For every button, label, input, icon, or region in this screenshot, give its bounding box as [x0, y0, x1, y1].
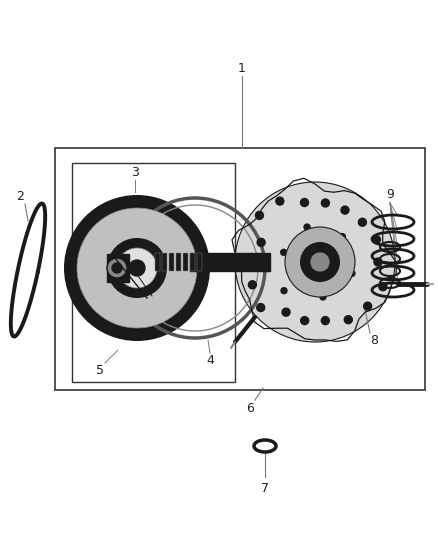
Text: 1: 1: [238, 61, 246, 75]
Bar: [190, 253, 270, 271]
Circle shape: [344, 316, 352, 324]
Text: 3: 3: [131, 166, 139, 180]
Text: 2: 2: [16, 190, 24, 203]
Bar: [72, 163, 235, 382]
Text: 8: 8: [370, 334, 378, 346]
Circle shape: [107, 238, 167, 298]
Bar: [107, 254, 129, 282]
Circle shape: [282, 308, 290, 316]
Circle shape: [320, 294, 326, 300]
Circle shape: [300, 242, 340, 282]
Circle shape: [300, 317, 309, 325]
Circle shape: [257, 304, 265, 312]
Circle shape: [64, 195, 210, 341]
Bar: [190, 253, 195, 271]
Bar: [155, 253, 160, 271]
Circle shape: [372, 236, 381, 244]
Bar: [183, 253, 188, 271]
Circle shape: [129, 260, 145, 276]
Circle shape: [257, 238, 265, 246]
Circle shape: [310, 252, 330, 272]
Circle shape: [255, 212, 263, 220]
Text: 5: 5: [96, 364, 104, 376]
Circle shape: [285, 227, 355, 297]
Circle shape: [117, 248, 157, 288]
Circle shape: [281, 288, 287, 294]
Text: 7: 7: [261, 481, 269, 495]
Bar: [176, 253, 181, 271]
Circle shape: [77, 208, 197, 328]
Bar: [197, 253, 202, 271]
Circle shape: [349, 270, 355, 277]
Circle shape: [112, 263, 122, 273]
Circle shape: [304, 224, 310, 230]
Circle shape: [358, 218, 367, 226]
Circle shape: [339, 233, 346, 240]
Circle shape: [248, 281, 256, 289]
Bar: [169, 253, 174, 271]
Circle shape: [281, 249, 287, 255]
Circle shape: [235, 182, 395, 342]
Circle shape: [300, 198, 308, 206]
Text: 9: 9: [386, 189, 394, 201]
Circle shape: [276, 197, 284, 205]
Circle shape: [341, 206, 349, 214]
Circle shape: [374, 258, 382, 266]
Circle shape: [321, 199, 329, 207]
Circle shape: [107, 258, 127, 278]
Text: 4: 4: [206, 353, 214, 367]
Text: 6: 6: [246, 401, 254, 415]
Bar: [55, 148, 425, 390]
Circle shape: [364, 302, 371, 310]
Circle shape: [321, 317, 329, 325]
Circle shape: [379, 282, 387, 290]
Circle shape: [243, 258, 251, 266]
Bar: [162, 253, 167, 271]
